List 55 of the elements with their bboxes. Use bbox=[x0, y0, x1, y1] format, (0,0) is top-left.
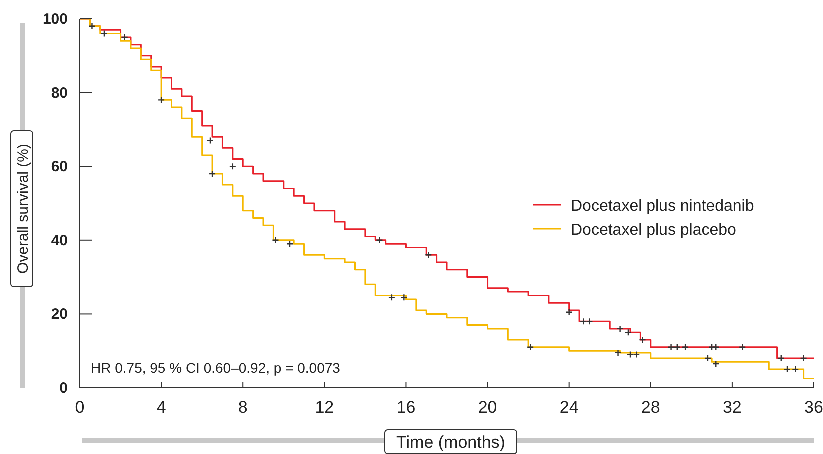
point bbox=[633, 351, 640, 358]
point bbox=[88, 22, 96, 30]
point bbox=[792, 366, 800, 374]
point bbox=[229, 163, 237, 170]
x-tick-label: 0 bbox=[75, 398, 85, 417]
point bbox=[708, 344, 716, 352]
x-tick-label: 16 bbox=[396, 398, 416, 417]
point bbox=[739, 344, 746, 352]
point bbox=[566, 308, 573, 316]
x-axis-title: Time (months) bbox=[396, 433, 506, 452]
annotation: HR 0.75, 95 % CI 0.60–0.92, p = 0.0073 bbox=[91, 360, 341, 376]
x-tick-label: 8 bbox=[238, 398, 248, 417]
point bbox=[712, 360, 720, 368]
point bbox=[121, 34, 128, 42]
x-tick-label: 12 bbox=[315, 398, 334, 417]
point bbox=[784, 366, 792, 374]
point bbox=[616, 325, 624, 333]
x-tick-label: 28 bbox=[641, 398, 660, 417]
x-tick-label: 4 bbox=[156, 398, 166, 417]
point bbox=[682, 344, 690, 352]
point bbox=[272, 236, 280, 244]
point bbox=[286, 240, 294, 248]
x-tick-label: 36 bbox=[804, 398, 823, 417]
point bbox=[614, 349, 622, 357]
point bbox=[208, 170, 216, 178]
point bbox=[376, 236, 384, 244]
point bbox=[704, 354, 712, 362]
point bbox=[778, 354, 785, 362]
point bbox=[400, 294, 408, 302]
point bbox=[388, 294, 396, 302]
y-tick-label: 80 bbox=[51, 84, 68, 102]
y-tick-label: 20 bbox=[51, 306, 68, 324]
legend-label: Docetaxel plus placebo bbox=[571, 222, 737, 239]
point bbox=[158, 96, 166, 104]
y-tick-label: 60 bbox=[51, 158, 68, 176]
point bbox=[668, 344, 675, 352]
point bbox=[800, 354, 808, 362]
point bbox=[639, 336, 646, 344]
y-tick-label: 100 bbox=[42, 11, 68, 28]
point bbox=[580, 318, 588, 326]
x-tick-label: 24 bbox=[560, 398, 579, 417]
y-tick-label: 0 bbox=[60, 380, 68, 397]
legend-label: Docetaxel plus nintedanib bbox=[571, 198, 754, 215]
point bbox=[100, 30, 108, 38]
point bbox=[526, 344, 534, 352]
point bbox=[674, 344, 681, 352]
y-tick-label: 40 bbox=[51, 232, 68, 250]
point bbox=[586, 318, 594, 326]
point bbox=[624, 329, 632, 336]
y-axis-title: Overall survival (%) bbox=[15, 144, 32, 274]
point bbox=[425, 252, 432, 259]
point bbox=[206, 137, 214, 144]
point bbox=[626, 351, 634, 358]
x-tick-label: 20 bbox=[478, 398, 498, 417]
x-tick-label: 32 bbox=[722, 398, 742, 417]
